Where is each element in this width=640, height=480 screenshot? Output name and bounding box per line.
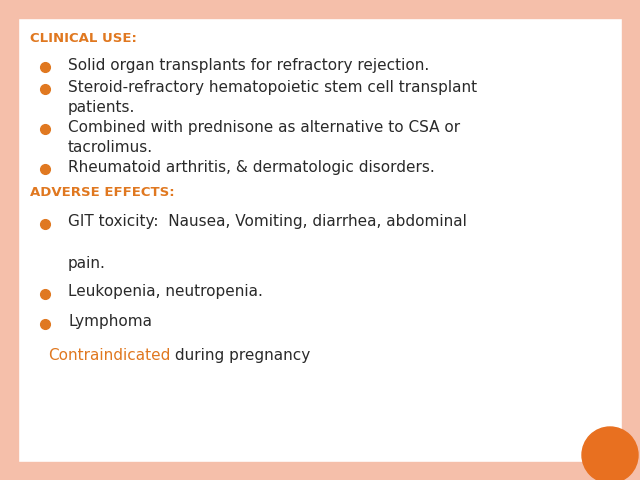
Text: Combined with prednisone as alternative to CSA or: Combined with prednisone as alternative … <box>68 120 460 135</box>
Text: tacrolimus.: tacrolimus. <box>68 140 153 155</box>
Bar <box>0 462 640 480</box>
Text: Leukopenia, neutropenia.: Leukopenia, neutropenia. <box>68 284 263 299</box>
Text: GIT toxicity:  Nausea, Vomiting, diarrhea, abdominal: GIT toxicity: Nausea, Vomiting, diarrhea… <box>68 214 467 229</box>
Text: patients.: patients. <box>68 100 136 115</box>
Text: during pregnancy: during pregnancy <box>170 348 310 363</box>
Bar <box>0 0 18 480</box>
Text: Steroid-refractory hematopoietic stem cell transplant: Steroid-refractory hematopoietic stem ce… <box>68 80 477 95</box>
Text: Lymphoma: Lymphoma <box>68 314 152 329</box>
Text: pain.: pain. <box>68 256 106 271</box>
Text: ADVERSE EFFECTS:: ADVERSE EFFECTS: <box>30 186 175 199</box>
Text: Solid organ transplants for refractory rejection.: Solid organ transplants for refractory r… <box>68 58 429 73</box>
Text: Contraindicated: Contraindicated <box>48 348 170 363</box>
Bar <box>0 0 640 18</box>
Text: CLINICAL USE:: CLINICAL USE: <box>30 32 137 45</box>
Circle shape <box>582 427 638 480</box>
Text: Rheumatoid arthritis, & dermatologic disorders.: Rheumatoid arthritis, & dermatologic dis… <box>68 160 435 175</box>
Bar <box>622 0 640 480</box>
